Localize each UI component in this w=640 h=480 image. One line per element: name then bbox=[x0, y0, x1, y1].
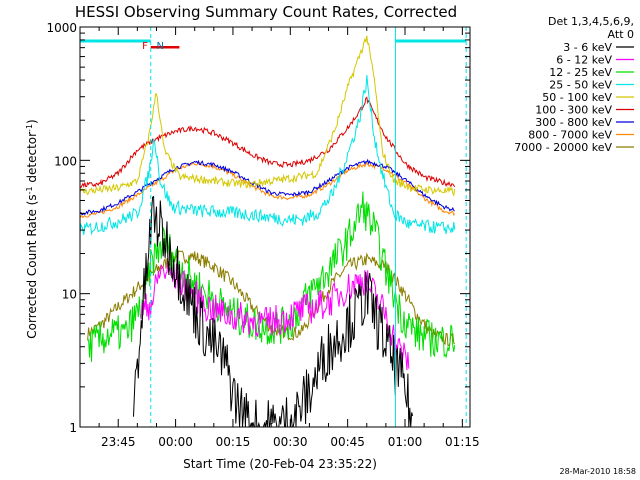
saa-flag-bar bbox=[150, 46, 180, 49]
series-line-1 bbox=[133, 195, 414, 428]
legend-header-line-1: Det 1,3,4,5,6,9, bbox=[548, 15, 634, 28]
x-tick-label: 01:15 bbox=[445, 435, 480, 449]
x-axis-label: Start Time (20-Feb-04 23:35:22) bbox=[183, 457, 377, 471]
series-line-5 bbox=[79, 35, 456, 197]
legend-label: 25 - 50 keV bbox=[549, 79, 612, 92]
legend-label: 3 - 6 keV bbox=[563, 41, 612, 54]
y-tick-label: 1000 bbox=[46, 21, 77, 35]
legend-label: 300 - 800 keV bbox=[535, 116, 612, 129]
y-tick-label: 100 bbox=[54, 154, 77, 168]
flag-label-n: N bbox=[157, 41, 164, 52]
y-tick-label: 10 bbox=[62, 288, 77, 302]
x-tick-label: 00:00 bbox=[158, 435, 193, 449]
y-axis: 1 10 100 1000 bbox=[46, 21, 470, 435]
x-axis: 23:45 00:00 00:15 00:30 00:45 01:00 01:15 bbox=[98, 27, 480, 449]
legend-label: 12 - 25 keV bbox=[549, 66, 612, 79]
flag-label-f: F bbox=[142, 41, 148, 52]
x-tick-label: 00:30 bbox=[273, 435, 308, 449]
series-line-6 bbox=[79, 96, 456, 189]
legend-label: 6 - 12 keV bbox=[556, 54, 612, 67]
legend-label: 50 - 100 keV bbox=[542, 91, 612, 104]
series-line-4 bbox=[79, 75, 456, 236]
series-line-8 bbox=[79, 161, 456, 219]
x-tick-label: 01:00 bbox=[388, 435, 423, 449]
night-flag-bar-1 bbox=[80, 39, 151, 43]
y-axis-label: Corrected Count Rate (s-1 detector-1) bbox=[25, 119, 39, 338]
generated-timestamp: 28-Mar-2010 18:58 bbox=[560, 467, 637, 476]
legend-label: 7000 - 20000 keV bbox=[514, 141, 612, 154]
legend-label: 800 - 7000 keV bbox=[528, 129, 612, 142]
plot-series bbox=[79, 35, 456, 428]
y-tick-label: 1 bbox=[69, 421, 77, 435]
night-flag-bar-2 bbox=[395, 39, 467, 43]
plot-frame bbox=[79, 26, 471, 428]
series-line-3 bbox=[87, 191, 456, 362]
x-tick-label: 00:45 bbox=[330, 435, 365, 449]
legend-label: 100 - 300 keV bbox=[535, 104, 612, 117]
legend-header-line-2: Att 0 bbox=[608, 28, 634, 41]
chart-title: HESSI Observing Summary Count Rates, Cor… bbox=[75, 3, 457, 21]
x-tick-label: 00:15 bbox=[216, 435, 251, 449]
series-line-7 bbox=[79, 158, 455, 216]
x-tick-label: 23:45 bbox=[101, 435, 136, 449]
